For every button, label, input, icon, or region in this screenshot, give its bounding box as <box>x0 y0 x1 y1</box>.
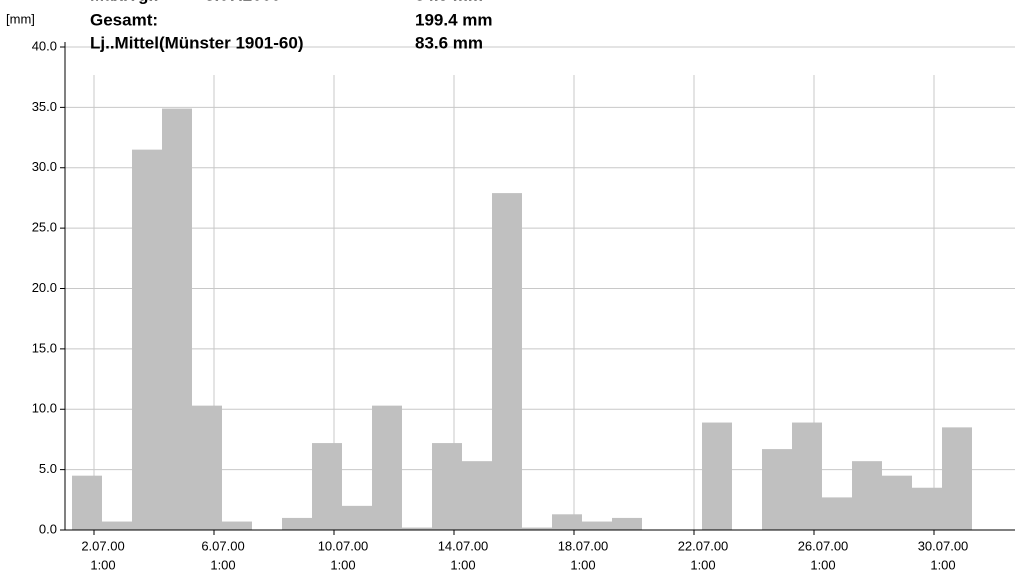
annotation: Lj..Mittel(Münster 1901-60) <box>90 33 304 52</box>
bar <box>882 475 912 530</box>
y-tick-label: 30.0 <box>32 159 57 174</box>
bar <box>192 405 222 530</box>
bar <box>792 422 822 530</box>
x-tick-label: 18.07.00 <box>558 538 609 553</box>
x-tick-label: 1:00 <box>570 557 595 572</box>
y-tick-label: 10.0 <box>32 401 57 416</box>
y-tick-label: 5.0 <box>39 461 57 476</box>
bar <box>762 449 792 530</box>
x-tick-label: 10.07.00 <box>318 538 369 553</box>
bar <box>462 461 492 530</box>
x-tick-label: 6.07.00 <box>201 538 244 553</box>
bar <box>162 108 192 531</box>
x-tick-label: 1:00 <box>810 557 835 572</box>
x-tick-label: 30.07.00 <box>918 538 969 553</box>
bar <box>582 521 612 530</box>
annotation: Max.Tg.: <box>90 0 159 4</box>
y-tick-label: 20.0 <box>32 280 57 295</box>
x-tick-label: 2.07.00 <box>81 538 124 553</box>
bar <box>852 461 882 530</box>
bar <box>342 505 372 530</box>
y-axis-label: [mm] <box>6 11 35 26</box>
bar <box>132 149 162 530</box>
bar <box>402 527 432 530</box>
y-tick-label: 25.0 <box>32 220 57 235</box>
bar <box>912 487 942 530</box>
x-tick-label: 1:00 <box>330 557 355 572</box>
y-tick-label: 15.0 <box>32 340 57 355</box>
bar <box>102 521 132 530</box>
bar <box>942 427 972 530</box>
bar <box>552 514 582 530</box>
annotation: 34.9 mm <box>415 0 483 4</box>
y-tick-label: 35.0 <box>32 99 57 114</box>
x-tick-label: 26.07.00 <box>798 538 849 553</box>
bar <box>612 517 642 530</box>
annotation: 5.07.2000 <box>205 0 281 4</box>
x-tick-label: 22.07.00 <box>678 538 729 553</box>
bar <box>282 517 312 530</box>
x-tick-label: 1:00 <box>450 557 475 572</box>
x-tick-label: 1:00 <box>90 557 115 572</box>
bar <box>312 443 342 530</box>
bar <box>222 521 252 530</box>
bar <box>522 527 552 530</box>
bar <box>492 193 522 531</box>
x-tick-label: 1:00 <box>930 557 955 572</box>
annotation: 199.4 mm <box>415 10 493 29</box>
x-tick-label: 14.07.00 <box>438 538 489 553</box>
x-tick-label: 1:00 <box>210 557 235 572</box>
y-tick-label: 0.0 <box>39 521 57 536</box>
x-tick-label: 1:00 <box>690 557 715 572</box>
bar <box>702 422 732 530</box>
annotation: Gesamt: <box>90 10 158 29</box>
bar <box>372 405 402 530</box>
annotation: 83.6 mm <box>415 33 483 52</box>
bar <box>822 497 852 530</box>
bar <box>432 443 462 530</box>
bar <box>72 475 102 530</box>
y-tick-label: 40.0 <box>32 38 57 53</box>
